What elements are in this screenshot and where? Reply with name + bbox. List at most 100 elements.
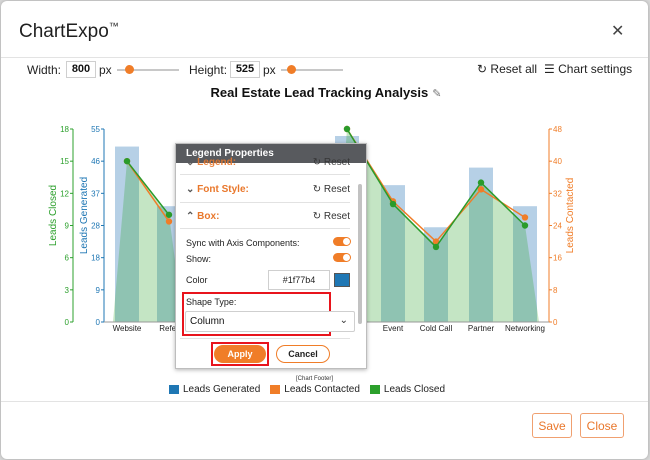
leads-closed-axis-tick-label: 18 xyxy=(60,125,69,134)
leads-closed-point xyxy=(477,179,485,186)
leads-contacted-axis-tick-label: 24 xyxy=(553,222,562,231)
leads-generated-axis-tick-label: 0 xyxy=(96,318,101,327)
close-button[interactable]: Close xyxy=(580,413,624,438)
leads-contacted-axis-tick-label: 40 xyxy=(553,157,562,166)
leads-contacted-point xyxy=(477,186,485,193)
legend-item[interactable]: Leads Closed xyxy=(369,384,445,395)
x-tick-label: Event xyxy=(383,324,404,333)
height-input[interactable]: 525 xyxy=(230,61,260,78)
pencil-icon[interactable]: ✎ xyxy=(432,88,442,100)
leads-contacted-point xyxy=(432,238,440,245)
leads-closed-axis-tick-label: 0 xyxy=(65,318,70,327)
divider xyxy=(1,401,648,402)
leads-closed-point xyxy=(432,243,440,251)
reset-all-label: Reset all xyxy=(490,62,538,76)
leads-contacted-axis-tick-label: 8 xyxy=(553,286,558,295)
reset-all-button[interactable]: ↻ Reset all xyxy=(477,62,537,76)
box-section[interactable]: ⌃ Box: ↻ Reset xyxy=(186,211,350,222)
color-hex-input[interactable]: #1f77b4 xyxy=(268,270,330,290)
reset-label: Reset xyxy=(323,157,350,168)
font-style-section[interactable]: ⌄ Font Style: ↻ Reset xyxy=(186,184,350,195)
chart-settings-label: Chart settings xyxy=(558,62,633,76)
width-slider-thumb[interactable] xyxy=(125,65,134,74)
reset-font-style-button[interactable]: ↻ Reset xyxy=(312,184,350,195)
legend-swatch xyxy=(169,385,179,394)
color-label: Color xyxy=(186,275,208,285)
panel-title: Legend Properties xyxy=(176,144,366,163)
panel-scrollbar[interactable] xyxy=(358,184,362,324)
divider xyxy=(180,202,350,203)
leads-closed-point xyxy=(389,200,397,208)
chart-settings-button[interactable]: ☰ Chart settings xyxy=(544,62,632,76)
leads-closed-point xyxy=(343,125,351,133)
highlight-box xyxy=(211,342,269,366)
width-label: Width: xyxy=(27,63,62,77)
leads-closed-point xyxy=(123,157,131,165)
leads-generated-axis-tick-label: 55 xyxy=(91,125,100,134)
leads-closed-axis-tick-label: 6 xyxy=(65,254,70,263)
chart-footer[interactable]: [Chart Footer] xyxy=(296,376,334,382)
width-slider[interactable] xyxy=(117,69,179,71)
leads-closed-point xyxy=(165,211,173,218)
height-slider[interactable] xyxy=(281,69,343,71)
cancel-button[interactable]: Cancel xyxy=(276,345,330,363)
save-button[interactable]: Save xyxy=(532,413,572,438)
leads-contacted-point xyxy=(521,214,529,221)
x-tick-label: Partner xyxy=(468,324,495,333)
sliders-icon: ☰ xyxy=(544,62,555,76)
divider xyxy=(180,228,350,229)
legend-label: Leads Generated xyxy=(183,384,261,395)
shape-type-label: Shape Type: xyxy=(186,297,237,307)
leads-generated-axis-tick-label: 28 xyxy=(91,222,100,231)
leads-contacted-axis-tick-label: 32 xyxy=(553,189,562,198)
leads-contacted-point xyxy=(165,218,173,225)
closed-area xyxy=(333,129,539,322)
height-unit: px xyxy=(263,63,276,77)
color-swatch[interactable] xyxy=(334,273,350,287)
chevron-icon: ⌄ xyxy=(186,157,195,168)
show-toggle[interactable] xyxy=(333,253,351,262)
leads-contacted-axis-tick-label: 16 xyxy=(553,254,562,263)
legend-section-label: Legend: xyxy=(197,157,237,168)
leads-closed-axis-tick-label: 12 xyxy=(60,189,69,198)
height-slider-thumb[interactable] xyxy=(287,65,296,74)
chart-legend[interactable]: Leads Generated Leads Contacted Leads Clos… xyxy=(169,384,445,395)
leads-closed-axis-title: Leads Closed xyxy=(48,185,59,246)
bar-leads-generated xyxy=(115,146,139,322)
width-input[interactable]: 800 xyxy=(66,61,96,78)
leads-generated-axis-tick-label: 46 xyxy=(91,157,100,166)
leads-closed-axis-tick-label: 9 xyxy=(65,222,70,231)
legend-properties-panel: Legend Properties ⌄ Legend: ↻ Reset ⌄ Fo… xyxy=(175,143,367,369)
height-label: Height: xyxy=(189,63,228,77)
reset-box-button[interactable]: ↻ Reset xyxy=(312,211,350,222)
divider xyxy=(180,174,350,175)
app-title: ChartExpo™ xyxy=(19,21,119,42)
x-tick-label: Website xyxy=(113,324,142,333)
shape-type-value: Column xyxy=(190,316,225,327)
sync-toggle[interactable] xyxy=(333,237,351,246)
legend-item[interactable]: Leads Contacted xyxy=(270,384,360,395)
close-icon[interactable]: ✕ xyxy=(611,23,625,40)
x-tick-label: Networking xyxy=(505,324,545,333)
apply-button[interactable]: Apply xyxy=(214,345,266,363)
legend-swatch xyxy=(270,385,281,394)
reset-label: Reset xyxy=(323,211,350,222)
font-style-label: Font Style: xyxy=(197,184,249,195)
legend-label: Leads Contacted xyxy=(284,384,360,395)
x-tick-label: Cold Call xyxy=(420,324,453,333)
chart-title[interactable]: Real Estate Lead Tracking Analysis ✎ xyxy=(210,85,442,100)
reset-legend-button[interactable]: ↻ Reset xyxy=(312,157,350,168)
sync-label: Sync with Axis Components: xyxy=(186,238,300,248)
leads-generated-axis-title: Leads Generated xyxy=(79,177,90,254)
legend-item[interactable]: Leads Generated xyxy=(169,384,260,395)
shape-type-select[interactable]: Column ⌄ xyxy=(185,311,355,332)
leads-closed-axis-tick-label: 15 xyxy=(60,157,69,166)
leads-contacted-axis-tick-label: 0 xyxy=(553,318,558,327)
leads-closed-line xyxy=(126,160,170,216)
legend-section[interactable]: ⌄ Legend: ↻ Reset xyxy=(186,157,350,168)
chevron-down-icon: ⌄ xyxy=(186,184,195,195)
leads-closed-point xyxy=(521,222,529,229)
box-label: Box: xyxy=(197,211,220,222)
leads-generated-axis-tick-label: 18 xyxy=(91,254,100,263)
